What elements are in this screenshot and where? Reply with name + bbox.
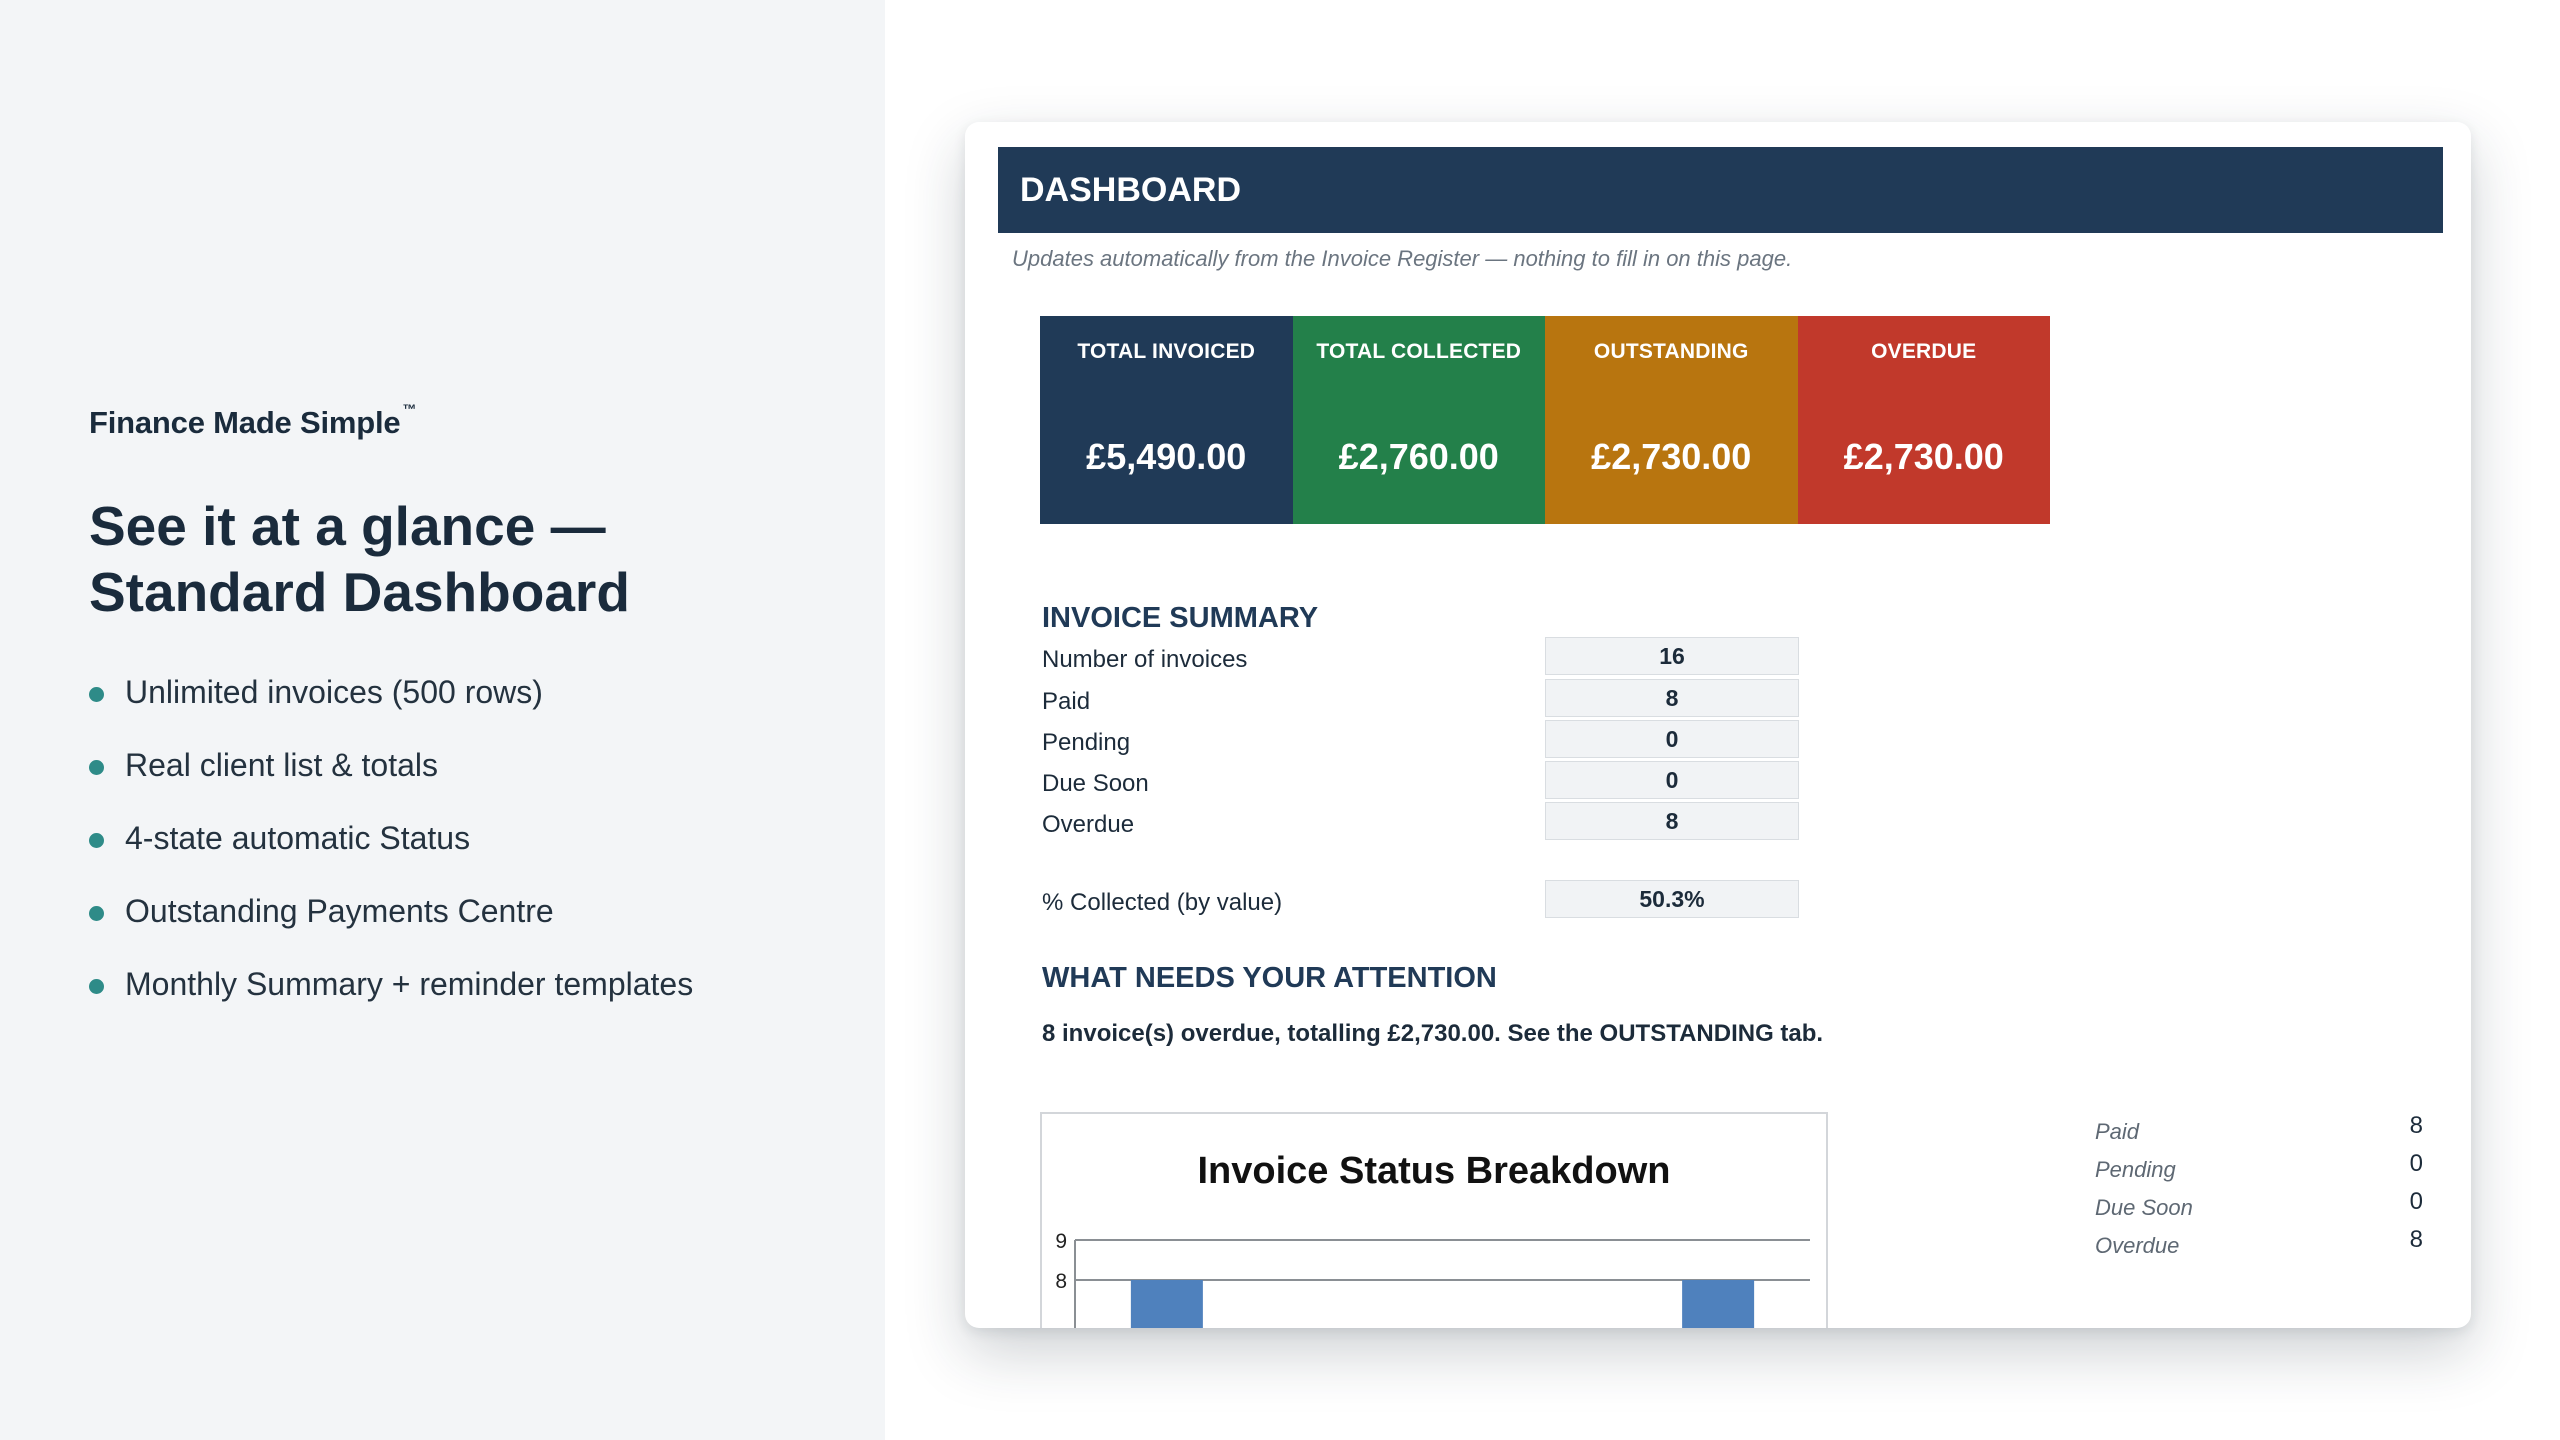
kpi-value: £2,760.00 — [1338, 436, 1499, 477]
summary-value-paid: 8 — [1545, 679, 1799, 717]
attention-message: 8 invoice(s) overdue, totalling £2,730.0… — [1042, 1020, 1824, 1047]
brand-name: Finance Made Simple ™ — [89, 401, 416, 441]
chart-bar-overdue — [1682, 1280, 1755, 1328]
summary-label-paid: Paid — [1042, 688, 1091, 715]
dashboard-subtitle: Updates automatically from the Invoice R… — [1012, 246, 1793, 271]
headline-line-2: Standard Dashboard — [89, 561, 630, 623]
chart-plot: 98 — [1055, 1230, 1810, 1328]
kpi-row: TOTAL INVOICED £5,490.00 TOTAL COLLECTED… — [1040, 316, 2050, 524]
dashboard-header: DASHBOARD — [998, 147, 2443, 233]
kpi-overdue: OVERDUE £2,730.00 — [1797, 316, 2050, 524]
headline: See it at a glance — Standard Dashboard — [89, 493, 849, 625]
feature-text: Real client list & totals — [125, 747, 439, 783]
kpi-value: £2,730.00 — [1591, 436, 1752, 477]
kpi-label: TOTAL COLLECTED — [1316, 340, 1522, 363]
legend-value-pending: 0 — [2409, 1150, 2423, 1177]
chart-title: Invoice Status Breakdown — [1197, 1150, 1671, 1192]
kpi-value: £2,730.00 — [1843, 436, 2004, 477]
legend-value-overdue: 8 — [2409, 1226, 2423, 1253]
attention-title: WHAT NEEDS YOUR ATTENTION — [1042, 962, 1497, 994]
collected-percent-label: % Collected (by value) — [1042, 889, 1283, 916]
bullet-icon — [89, 979, 104, 994]
summary-value-pending: 0 — [1545, 720, 1799, 758]
kpi-label: TOTAL INVOICED — [1077, 340, 1256, 363]
marketing-panel: Finance Made Simple ™ See it at a glance … — [0, 0, 885, 1440]
feature-list: Unlimited invoices (500 rows) Real clien… — [89, 668, 693, 1033]
feature-item: Monthly Summary + reminder templates — [89, 960, 693, 1033]
feature-text: Unlimited invoices (500 rows) — [125, 674, 543, 710]
trademark-mark: ™ — [402, 401, 417, 417]
summary-label-overdue: Overdue — [1042, 811, 1135, 838]
feature-text: Outstanding Payments Centre — [125, 893, 554, 929]
summary-value-invoices: 16 — [1545, 637, 1799, 675]
kpi-label: OUTSTANDING — [1593, 340, 1749, 363]
legend-value-due-soon: 0 — [2409, 1188, 2423, 1215]
bullet-icon — [89, 906, 104, 921]
dashboard-screenshot-card: DASHBOARD Updates automatically from the… — [965, 122, 2471, 1328]
collected-percent-value: 50.3% — [1545, 880, 1799, 918]
feature-text: Monthly Summary + reminder templates — [125, 966, 694, 1002]
legend-label-paid: Paid — [2095, 1119, 2140, 1144]
feature-item: Unlimited invoices (500 rows) — [89, 668, 693, 741]
kpi-value: £5,490.00 — [1086, 436, 1247, 477]
invoice-summary-title: INVOICE SUMMARY — [1042, 602, 1319, 634]
chart-y-tick-label: 9 — [1055, 1230, 1067, 1253]
summary-label-invoices: Number of invoices — [1042, 646, 1248, 673]
bullet-icon — [89, 760, 104, 775]
bullet-icon — [89, 687, 104, 702]
summary-value-due-soon: 0 — [1545, 761, 1799, 799]
brand-text: Finance Made Simple — [89, 405, 401, 440]
legend-label-pending: Pending — [2095, 1157, 2176, 1182]
legend-value-paid: 8 — [2409, 1112, 2423, 1139]
bullet-icon — [89, 833, 104, 848]
kpi-outstanding: OUTSTANDING £2,730.00 — [1545, 316, 1798, 524]
headline-line-1: See it at a glance — — [89, 495, 606, 557]
feature-text: 4-state automatic Status — [125, 820, 471, 856]
chart-y-tick-label: 8 — [1055, 1270, 1067, 1293]
kpi-total-collected: TOTAL COLLECTED £2,760.00 — [1292, 316, 1545, 524]
legend-label-overdue: Overdue — [2095, 1233, 2180, 1258]
summary-label-pending: Pending — [1042, 729, 1131, 756]
kpi-label: OVERDUE — [1871, 340, 1977, 363]
summary-label-due-soon: Due Soon — [1042, 770, 1149, 797]
summary-value-overdue: 8 — [1545, 802, 1799, 840]
feature-item: Real client list & totals — [89, 741, 693, 814]
feature-item: 4-state automatic Status — [89, 814, 693, 887]
kpi-total-invoiced: TOTAL INVOICED £5,490.00 — [1040, 316, 1293, 524]
legend-label-due-soon: Due Soon — [2095, 1195, 2193, 1220]
feature-item: Outstanding Payments Centre — [89, 887, 693, 960]
chart-bar-paid — [1130, 1280, 1203, 1328]
